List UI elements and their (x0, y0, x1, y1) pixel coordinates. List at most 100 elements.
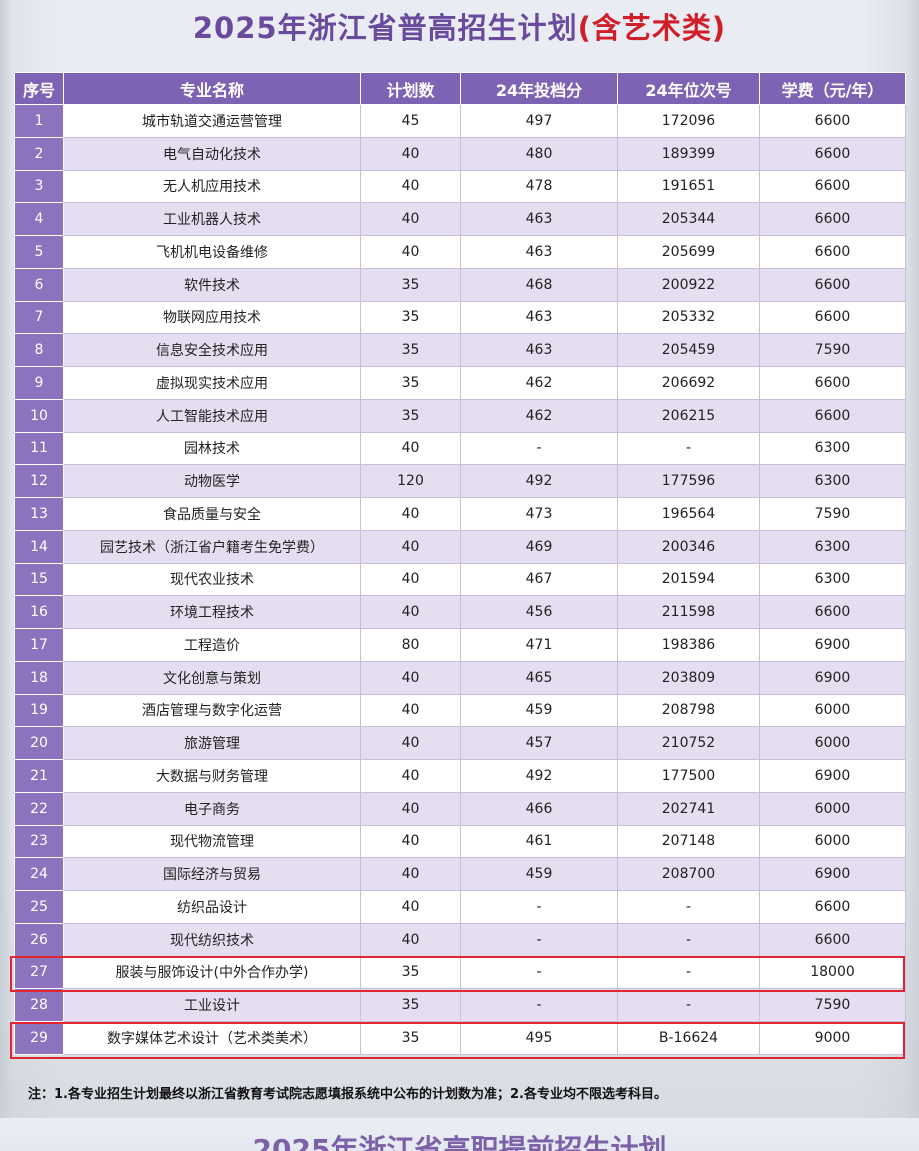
cell-score: 471 (460, 628, 618, 662)
cell-tuition: 6900 (759, 628, 906, 662)
cell-score: 461 (460, 824, 618, 859)
cell-score: 463 (460, 333, 618, 367)
cell-plan: 40 (360, 562, 461, 597)
cell-tuition: 6600 (759, 104, 906, 138)
cell-major: 园艺技术（浙江省户籍考生免学费） (63, 529, 361, 564)
cell-tuition: 6300 (759, 431, 906, 466)
cell-tuition: 6300 (759, 529, 906, 564)
cell-index: 12 (14, 464, 64, 498)
cell-major: 动物医学 (63, 464, 361, 498)
cell-plan: 40 (360, 202, 461, 236)
page-title-main: 2025年浙江省普高招生计划 (192, 11, 578, 45)
cell-major: 物联网应用技术 (63, 300, 361, 335)
cell-rank: 205459 (617, 333, 760, 367)
cell-rank: - (617, 955, 760, 990)
cell-rank: 208798 (617, 693, 760, 728)
cell-score: 463 (460, 300, 618, 335)
cell-tuition: 7590 (759, 988, 906, 1022)
cell-plan: 40 (360, 791, 461, 826)
cell-rank: 207148 (617, 824, 760, 859)
cell-rank: 205699 (617, 235, 760, 269)
table-row: 6 软件技术 35 468 200922 6600 (14, 267, 906, 302)
cell-score: 468 (460, 267, 618, 302)
enrollment-table: 序号 专业名称 计划数 24年投档分 24年位次号 学费（元/年） 1 城市轨道交… (14, 72, 906, 1055)
table-row: 29 数字媒体艺术设计（艺术类美术） 35 495 B-16624 9000 (14, 1021, 906, 1055)
cell-plan: 35 (360, 267, 461, 302)
cell-tuition: 6600 (759, 235, 906, 269)
cell-index: 4 (14, 202, 64, 236)
cell-rank: 196564 (617, 497, 760, 531)
cell-tuition: 7590 (759, 333, 906, 367)
cell-index: 3 (14, 169, 64, 204)
header-index: 序号 (14, 72, 64, 105)
cell-major: 现代物流管理 (63, 824, 361, 859)
table-row: 11 园林技术 40- -6300 (14, 431, 906, 466)
cell-major: 飞机机电设备维修 (63, 235, 361, 269)
cell-major: 纺织品设计 (63, 890, 361, 924)
cell-score: - (460, 431, 618, 466)
cell-rank: 208700 (617, 857, 760, 891)
cell-plan: 40 (360, 497, 461, 531)
cell-score: 466 (460, 791, 618, 826)
cell-major: 虚拟现实技术应用 (63, 366, 361, 400)
cell-major: 工程造价 (63, 628, 361, 662)
cell-plan: 40 (360, 529, 461, 564)
cell-index: 29 (14, 1021, 64, 1055)
cell-major: 园林技术 (63, 431, 361, 466)
cell-index: 13 (14, 497, 64, 531)
table-row: 21 大数据与财务管理 40 492 177500 6900 (14, 759, 906, 793)
cell-index: 22 (14, 791, 64, 826)
cell-score: 462 (460, 366, 618, 400)
header-tuition: 学费（元/年） (759, 72, 906, 105)
cell-tuition: 6600 (759, 300, 906, 335)
cell-index: 7 (14, 300, 64, 335)
cell-major: 环境工程技术 (63, 595, 361, 629)
cell-plan: 45 (360, 104, 461, 138)
cell-plan: 40 (360, 169, 461, 204)
cell-plan: 35 (360, 398, 461, 433)
cell-rank: 211598 (617, 595, 760, 629)
cell-rank: 205332 (617, 300, 760, 335)
cell-index: 28 (14, 988, 64, 1022)
page-title-accent: (含艺术类) (577, 11, 727, 45)
cell-score: 469 (460, 529, 618, 564)
cell-major: 国际经济与贸易 (63, 857, 361, 891)
cell-plan: 40 (360, 136, 461, 171)
cell-major: 数字媒体艺术设计（艺术类美术） (63, 1021, 361, 1055)
enrollment-table-container: 序号 专业名称 计划数 24年投档分 24年位次号 学费（元/年） 1 城市轨道交… (14, 72, 906, 1055)
cell-rank: B-16624 (617, 1021, 760, 1055)
table-row: 19 酒店管理与数字化运营 40 459 208798 6000 (14, 693, 906, 728)
cell-plan: 40 (360, 759, 461, 793)
cell-tuition: 6300 (759, 562, 906, 597)
table-row: 20 旅游管理 40 457 210752 6000 (14, 726, 906, 760)
table-body: 1 城市轨道交通运营管理 45 497 172096 6600 2 电气自动化技术 40 480 1… (14, 104, 906, 1055)
header-rank: 24年位次号 (617, 72, 760, 105)
cell-rank: 202741 (617, 791, 760, 826)
cell-score: 457 (460, 726, 618, 760)
cell-index: 6 (14, 267, 64, 302)
cell-score: - (460, 988, 618, 1022)
table-row: 26 现代纺织技术 40- -6600 (14, 922, 906, 957)
cell-tuition: 6600 (759, 136, 906, 171)
cell-plan: 35 (360, 1021, 461, 1055)
table-row: 4 工业机器人技术 40 463 205344 6600 (14, 202, 906, 236)
cell-major: 工业设计 (63, 988, 361, 1022)
cell-rank: 200922 (617, 267, 760, 302)
cell-tuition: 6600 (759, 202, 906, 236)
cell-plan: 40 (360, 693, 461, 728)
table-row: 13 食品质量与安全 40 473 196564 7590 (14, 497, 906, 531)
cell-score: 456 (460, 595, 618, 629)
cell-tuition: 9000 (759, 1021, 906, 1055)
table-row: 24 国际经济与贸易 40 459 208700 6900 (14, 857, 906, 891)
table-row: 18 文化创意与策划 40 465 203809 6900 (14, 660, 906, 695)
cell-plan: 35 (360, 366, 461, 400)
cell-plan: 35 (360, 300, 461, 335)
cell-plan: 35 (360, 955, 461, 990)
cell-major: 软件技术 (63, 267, 361, 302)
cell-plan: 40 (360, 824, 461, 859)
cell-rank: 177500 (617, 759, 760, 793)
table-row: 12 动物医学 120 492 177596 6300 (14, 464, 906, 498)
table-row: 15 现代农业技术 40 467 201594 6300 (14, 562, 906, 597)
next-section-title: 2025年浙江省高职提前招生计划 (252, 1133, 667, 1151)
table-row: 22 电子商务 40 466 202741 6000 (14, 791, 906, 826)
